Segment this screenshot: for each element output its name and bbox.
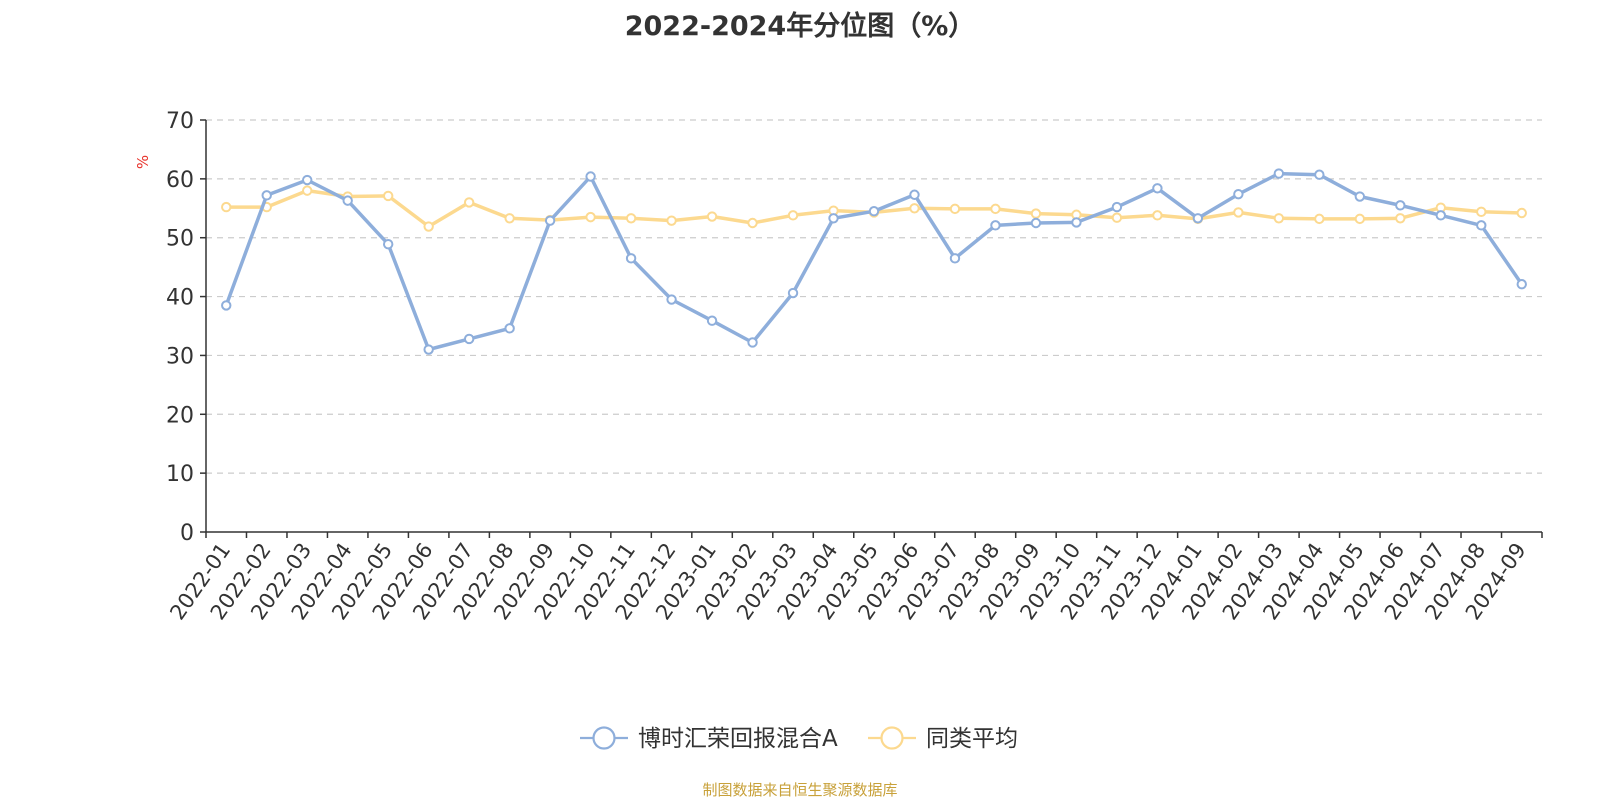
data-point	[1516, 279, 1527, 290]
data-point	[504, 323, 515, 334]
legend-label: 博时汇荣回报混合A	[638, 726, 838, 752]
data-point	[1273, 213, 1285, 224]
data-point	[382, 238, 394, 250]
data-point	[1314, 213, 1325, 225]
y-tick-label: 0	[180, 521, 194, 546]
data-point	[1273, 168, 1285, 179]
data-point	[1233, 188, 1244, 200]
data-point	[1476, 206, 1487, 218]
data-point	[1516, 207, 1527, 219]
data-point	[706, 211, 718, 222]
data-point	[747, 337, 758, 348]
y-tick-label: 50	[166, 227, 194, 252]
y-axis-unit-label: %	[134, 155, 152, 169]
data-point	[706, 315, 718, 326]
legend-label: 同类平均	[926, 726, 1018, 752]
data-point	[868, 206, 880, 217]
data-point	[666, 294, 677, 305]
data-point	[585, 211, 596, 223]
data-point	[544, 215, 556, 226]
data-point	[787, 287, 799, 299]
y-tick-label: 70	[166, 109, 194, 134]
data-point	[423, 221, 434, 232]
data-point	[463, 333, 475, 345]
legend: 博时汇荣回报混合A 同类平均	[580, 726, 1018, 752]
data-point	[342, 195, 353, 206]
grid-lines	[206, 119, 1542, 474]
series-1	[221, 168, 1527, 355]
data-point	[504, 213, 515, 224]
legend-marker	[880, 726, 904, 750]
data-point	[1111, 212, 1123, 223]
data-point	[625, 213, 637, 224]
data-point	[990, 220, 1001, 231]
data-point	[1030, 217, 1042, 229]
data-point	[1111, 201, 1123, 213]
legend-marker	[592, 726, 616, 750]
data-point	[302, 174, 313, 186]
data-point	[909, 203, 920, 214]
data-point	[1233, 207, 1244, 218]
y-tick-label: 60	[166, 168, 194, 193]
data-point	[787, 210, 799, 221]
data-point	[828, 213, 839, 224]
legend-item: 博时汇荣回报混合A	[580, 726, 838, 752]
data-point	[1395, 200, 1406, 211]
data-point	[1314, 169, 1325, 180]
series-lines	[221, 168, 1527, 355]
data-point	[1354, 191, 1366, 202]
data-point	[261, 190, 272, 201]
data-point	[1152, 183, 1163, 194]
y-tick-label: 30	[166, 344, 194, 369]
source-note: 制图数据来自恒生聚源数据库	[702, 781, 898, 799]
data-point	[625, 253, 637, 264]
data-point	[1071, 217, 1082, 228]
legend-item: 同类平均	[868, 726, 1018, 752]
data-point	[1435, 210, 1446, 221]
y-tick-label: 20	[166, 403, 194, 428]
data-point	[1030, 208, 1042, 219]
data-point	[221, 300, 232, 311]
data-point	[909, 189, 920, 200]
data-point	[463, 197, 475, 208]
data-point	[666, 215, 677, 226]
data-point	[1476, 220, 1487, 231]
chart-title: 2022-2024年分位图（%）	[624, 11, 976, 42]
y-tick-label: 40	[166, 286, 194, 311]
data-point	[1192, 213, 1204, 224]
data-point	[221, 201, 232, 213]
data-point	[1395, 213, 1406, 224]
data-point	[382, 190, 394, 202]
data-point	[423, 344, 434, 355]
data-point	[747, 217, 758, 229]
data-point	[949, 203, 961, 215]
axes: 0102030405060702022-012022-022022-032022…	[165, 109, 1543, 624]
data-point	[990, 203, 1001, 215]
data-point	[1354, 213, 1366, 225]
series-line	[224, 171, 1524, 352]
y-tick-label: 10	[166, 462, 194, 487]
data-point	[585, 171, 596, 182]
data-point	[949, 253, 961, 264]
data-point	[1152, 210, 1163, 221]
data-point	[302, 185, 313, 196]
